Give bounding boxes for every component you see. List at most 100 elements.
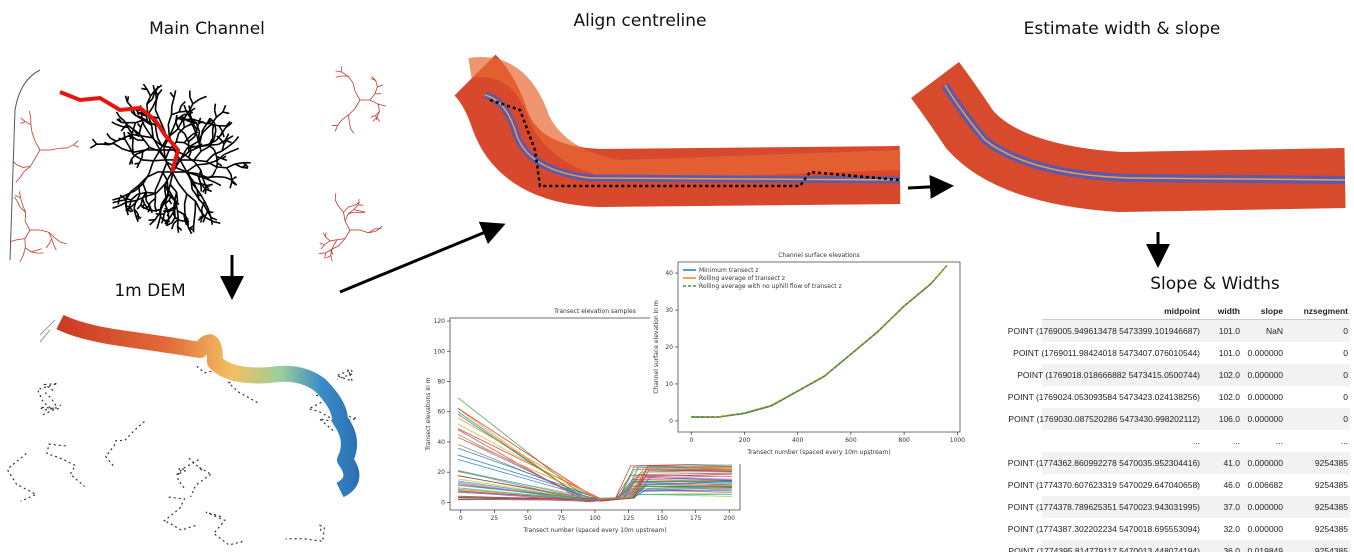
x-tick-label: 75 <box>558 515 566 522</box>
stream <box>192 98 201 105</box>
stream <box>334 199 339 207</box>
stream <box>48 232 53 239</box>
chart-panel <box>650 250 968 464</box>
stream <box>134 183 144 192</box>
stream <box>206 160 217 168</box>
cell: 0.006682 <box>1248 480 1284 490</box>
y-tick-label: 120 <box>434 318 446 325</box>
stream <box>225 120 231 127</box>
stream <box>229 181 233 189</box>
stream <box>141 151 144 159</box>
stream <box>213 149 218 157</box>
stream <box>202 215 207 223</box>
y-tick-label: 60 <box>437 409 445 416</box>
cell: 0 <box>1343 326 1348 336</box>
stream <box>20 197 23 205</box>
stream <box>172 199 176 208</box>
x-tick-label: 150 <box>656 515 668 522</box>
stream <box>133 149 147 153</box>
stream <box>207 139 217 146</box>
stream <box>348 108 356 116</box>
stream <box>183 214 186 221</box>
stream <box>31 251 38 254</box>
stream <box>347 75 354 83</box>
stream <box>20 207 26 213</box>
stream <box>374 86 378 94</box>
x-tick-label: 600 <box>845 437 857 444</box>
stream <box>222 104 227 113</box>
stream <box>48 231 55 239</box>
stream <box>377 84 383 88</box>
stream <box>17 164 24 168</box>
y-tick-label: 0 <box>441 499 445 506</box>
stream <box>132 122 137 130</box>
x-tick-label: 0 <box>459 515 463 522</box>
stream <box>319 242 325 245</box>
stream <box>16 238 26 241</box>
stream <box>175 133 180 143</box>
stream <box>329 239 338 242</box>
stream <box>155 94 159 103</box>
stream <box>163 186 167 194</box>
stream <box>189 120 197 124</box>
stream <box>231 147 240 152</box>
stream <box>172 213 177 220</box>
stream <box>117 197 121 205</box>
stream <box>143 125 150 133</box>
stream <box>213 123 217 131</box>
stream <box>143 139 151 149</box>
stream <box>22 204 27 213</box>
stream <box>130 110 136 116</box>
stream <box>15 177 21 183</box>
stream <box>205 119 212 125</box>
stream <box>370 78 376 82</box>
stream <box>168 194 173 201</box>
stream <box>191 183 200 194</box>
stream <box>53 244 57 251</box>
stream <box>111 121 117 126</box>
stream <box>140 116 148 122</box>
stream <box>128 199 133 208</box>
stream <box>216 166 227 169</box>
stream <box>177 127 186 135</box>
stream <box>15 195 21 199</box>
cell: 101.0 <box>1219 326 1241 336</box>
stream <box>187 152 192 158</box>
cell: 0.019849 <box>1248 546 1284 552</box>
stream <box>149 197 156 204</box>
stream <box>188 133 194 139</box>
stream <box>146 89 152 97</box>
stream <box>19 171 25 178</box>
stream <box>191 118 200 123</box>
stream <box>348 204 355 208</box>
stream <box>376 116 381 122</box>
stream <box>224 133 230 141</box>
stream <box>130 193 138 201</box>
stream <box>131 146 135 155</box>
stream <box>124 201 128 209</box>
stream <box>377 103 380 112</box>
cell: ... <box>1341 436 1348 446</box>
stream <box>168 199 173 205</box>
title: Main Channel <box>149 19 265 39</box>
stream <box>192 218 196 226</box>
stream <box>188 146 200 153</box>
stream <box>199 95 207 100</box>
y-tick-label: 10 <box>665 381 673 388</box>
column-header: width <box>1217 306 1240 316</box>
stream <box>336 238 346 241</box>
cell: 0.000000 <box>1248 370 1284 380</box>
stream <box>121 125 129 129</box>
y-tick-label: 40 <box>437 439 445 446</box>
y-tick-label: 20 <box>665 344 673 351</box>
stream <box>119 193 128 199</box>
chart-title: Channel surface elevations <box>778 252 860 259</box>
stream <box>169 171 174 185</box>
stream <box>154 212 161 221</box>
stream <box>369 93 376 101</box>
cell: POINT (1769005.949613478 5473399.1019466… <box>1008 326 1200 336</box>
stream <box>24 221 31 231</box>
stream <box>22 247 26 256</box>
dem-stream <box>334 368 354 382</box>
stream <box>162 213 165 220</box>
